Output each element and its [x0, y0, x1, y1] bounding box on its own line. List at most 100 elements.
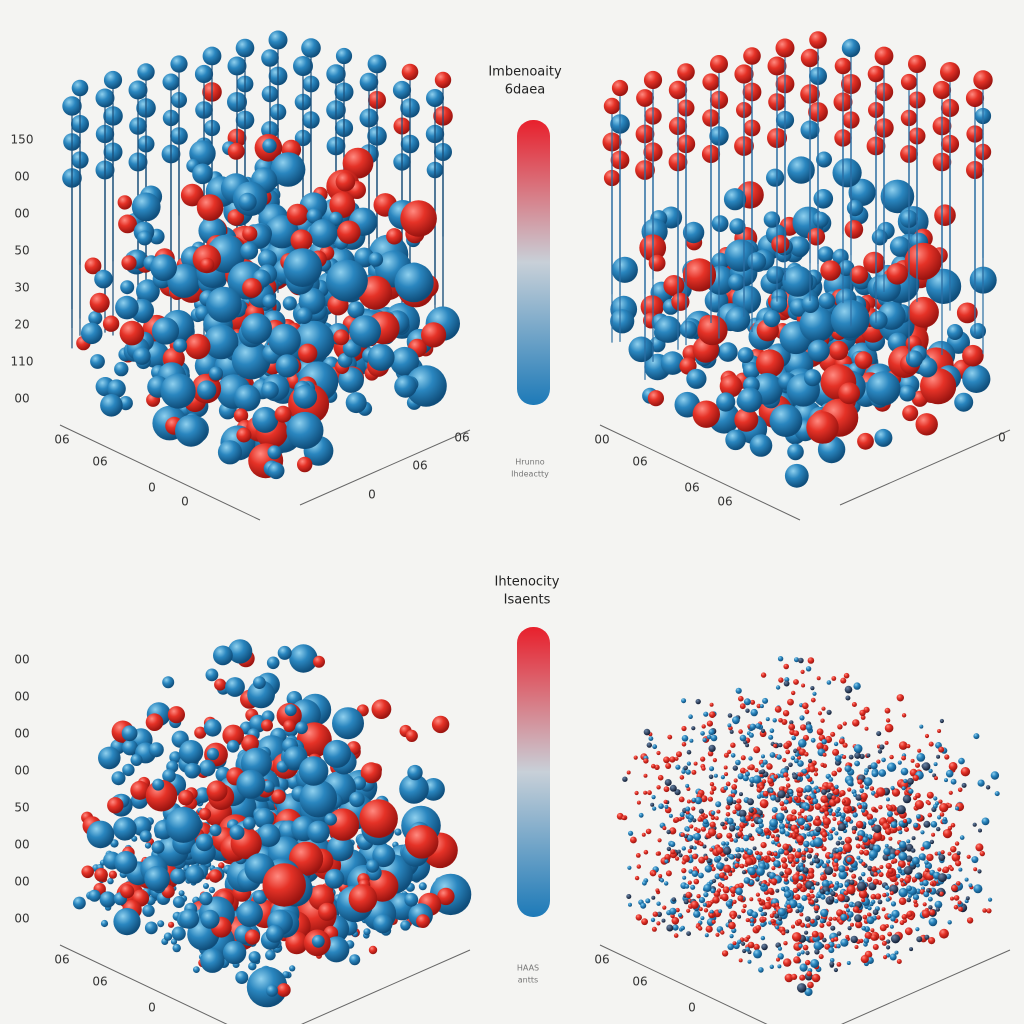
sphere	[248, 951, 261, 964]
sphere	[820, 718, 825, 723]
sphere	[750, 708, 758, 717]
sphere	[185, 865, 205, 884]
sphere	[691, 726, 696, 731]
sphere	[783, 799, 789, 805]
sphere	[799, 715, 805, 721]
sphere	[898, 851, 908, 861]
sphere	[674, 817, 680, 823]
sphere	[885, 897, 891, 902]
sphere	[725, 900, 733, 907]
sphere	[838, 738, 845, 745]
sphere	[641, 918, 648, 926]
sphere	[662, 905, 667, 910]
sphere	[347, 301, 365, 319]
sphere	[686, 931, 691, 936]
sphere	[990, 771, 1000, 780]
sphere	[863, 849, 870, 856]
sphere	[431, 715, 450, 734]
sphere	[757, 818, 764, 824]
sphere	[886, 945, 891, 950]
sphere	[914, 873, 920, 879]
y-tick-label: 30	[14, 281, 29, 295]
sphere	[782, 265, 814, 297]
sphere	[283, 719, 296, 733]
sphere	[122, 763, 135, 777]
sphere	[686, 834, 694, 842]
sphere	[818, 954, 824, 960]
sphere	[762, 697, 769, 704]
sphere	[832, 872, 837, 877]
sphere	[120, 884, 135, 899]
sphere	[816, 788, 821, 793]
sphere	[813, 905, 820, 911]
sphere	[725, 781, 731, 787]
sphere	[938, 799, 943, 804]
sphere	[733, 778, 738, 783]
sphere	[760, 763, 765, 768]
sphere	[853, 744, 863, 753]
sphere	[861, 872, 866, 877]
sphere	[646, 742, 652, 748]
sphere	[687, 848, 693, 854]
sphere	[148, 742, 164, 758]
sphere	[688, 869, 693, 874]
sphere	[846, 961, 851, 965]
sphere	[934, 776, 938, 781]
sphere	[202, 46, 222, 66]
sphere	[832, 158, 862, 188]
sphere	[784, 677, 790, 683]
sphere	[737, 387, 763, 413]
sphere	[700, 795, 708, 803]
sphere	[836, 931, 842, 936]
sphere	[749, 808, 754, 813]
sphere	[854, 914, 863, 923]
sphere	[737, 914, 742, 919]
sphere	[854, 945, 859, 949]
sphere	[630, 836, 637, 844]
sphere	[737, 773, 744, 780]
sphere	[961, 782, 967, 788]
sphere	[749, 897, 754, 902]
sphere	[326, 64, 346, 84]
sphere	[196, 194, 224, 221]
sphere	[658, 874, 663, 878]
y-tick-label: 00	[14, 392, 29, 406]
sphere	[816, 676, 821, 681]
sphere	[846, 199, 864, 217]
sphere	[261, 49, 279, 67]
sphere	[831, 812, 836, 817]
sphere	[827, 834, 834, 841]
sphere	[837, 847, 843, 852]
sphere	[137, 63, 155, 81]
sphere	[817, 246, 834, 263]
sphere	[728, 825, 736, 832]
sphere	[877, 899, 883, 905]
sphere	[908, 893, 912, 898]
sphere	[669, 827, 677, 835]
sphere	[881, 757, 886, 763]
sphere	[811, 930, 819, 938]
sphere	[796, 952, 801, 957]
sphere	[881, 907, 886, 912]
sphere	[844, 765, 852, 773]
sphere	[635, 914, 642, 921]
sphere	[820, 894, 826, 900]
sphere	[738, 695, 744, 702]
sphere	[628, 902, 632, 907]
sphere	[723, 786, 728, 791]
sphere	[368, 252, 384, 267]
sphere	[348, 884, 378, 913]
sphere	[871, 899, 876, 905]
sphere	[706, 720, 713, 727]
sphere	[863, 251, 885, 274]
sphere	[876, 787, 886, 797]
sphere	[120, 280, 135, 295]
sphere	[810, 686, 815, 691]
sphere	[850, 922, 854, 927]
sphere	[677, 63, 695, 81]
sphere	[855, 920, 863, 929]
sphere	[781, 862, 788, 869]
sphere	[416, 914, 430, 928]
sphere	[313, 655, 325, 668]
sphere	[784, 890, 792, 899]
